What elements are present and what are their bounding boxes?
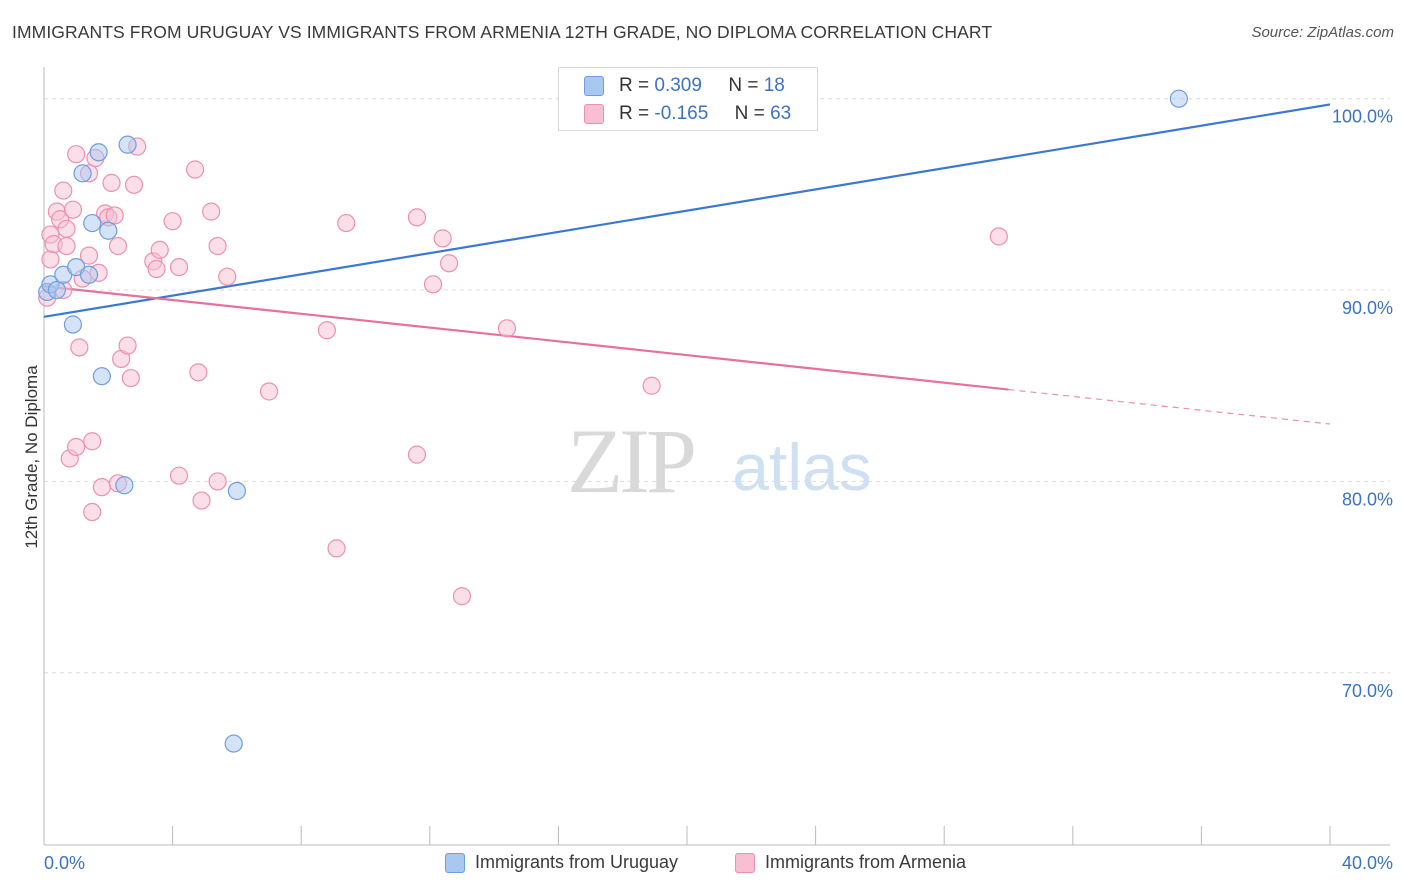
armenia-point xyxy=(423,275,443,294)
armenia-point xyxy=(79,246,99,265)
armenia-point xyxy=(83,502,102,522)
armenia-point xyxy=(317,321,337,340)
axes xyxy=(43,67,1390,846)
uruguay-point xyxy=(47,280,66,300)
legend-item-uruguay[interactable]: Immigrants from Uruguay xyxy=(445,852,678,873)
armenia-point xyxy=(108,236,128,256)
uruguay-point xyxy=(83,213,102,233)
armenia-point xyxy=(63,200,83,219)
chart-title: IMMIGRANTS FROM URUGUAY VS IMMIGRANTS FR… xyxy=(12,22,993,42)
watermark: ZIP atlas xyxy=(567,410,872,512)
armenia-point xyxy=(54,181,73,200)
armenia-point xyxy=(118,336,137,355)
armenia-point xyxy=(147,259,166,279)
legend-label-armenia: Immigrants from Armenia xyxy=(765,852,967,872)
armenia-point xyxy=(642,376,661,395)
uruguay-point xyxy=(79,265,99,284)
armenia-point xyxy=(208,236,227,256)
uruguay-point xyxy=(118,135,137,154)
uruguay-point xyxy=(224,734,243,753)
armenia-point xyxy=(327,539,346,558)
x-tick-label: 0.0% xyxy=(44,853,85,873)
uruguay-point xyxy=(99,221,118,240)
armenia-point xyxy=(67,437,86,457)
armenia-point xyxy=(70,338,89,357)
trend-lines xyxy=(43,103,1331,425)
armenia-point xyxy=(407,208,427,227)
uruguay-point xyxy=(227,481,246,501)
watermark-atlas: atlas xyxy=(732,430,871,504)
y-tick-labels: 70.0% 80.0% 90.0% 100.0% xyxy=(1332,107,1393,701)
y-tick-label: 100.0% xyxy=(1332,107,1393,127)
n-value: 18 xyxy=(763,75,785,96)
armenia-trend-line-extension xyxy=(1008,388,1331,425)
armenia-point xyxy=(186,160,205,179)
n-label: N = xyxy=(728,75,759,96)
armenia-point xyxy=(150,240,169,259)
legend-item-armenia[interactable]: Immigrants from Armenia xyxy=(735,852,966,873)
armenia-point xyxy=(433,229,452,248)
armenia-point xyxy=(67,145,86,164)
uruguay-point xyxy=(73,164,92,183)
armenia-point xyxy=(439,254,459,273)
armenia-point xyxy=(92,478,111,497)
armenia-point xyxy=(189,363,208,382)
y-axis-label: 12th Grade, No Diploma xyxy=(22,365,41,549)
uruguay-point xyxy=(1169,89,1188,108)
uruguay-point xyxy=(92,367,111,386)
armenia-point xyxy=(57,236,76,256)
armenia-point xyxy=(169,257,189,277)
uruguay-trend-line xyxy=(43,103,1331,318)
r-label: R = xyxy=(619,103,650,124)
armenia-point xyxy=(83,432,102,451)
armenia-point xyxy=(208,472,227,491)
armenia-point xyxy=(163,212,182,231)
r-label: R = xyxy=(619,75,650,96)
armenia-point xyxy=(57,219,76,238)
grid-lines xyxy=(44,98,1390,674)
source-label: Source: ZipAtlas.com xyxy=(1251,24,1394,41)
armenia-point xyxy=(169,466,189,485)
armenia-point xyxy=(407,445,427,464)
armenia-point xyxy=(989,227,1008,246)
y-tick-label: 90.0% xyxy=(1342,298,1393,318)
r-value: -0.165 xyxy=(654,103,709,124)
uruguay-point xyxy=(89,143,108,162)
stats-legend: R = 0.309 N = 18 R = -0.165 N = 63 xyxy=(558,67,818,131)
armenia-point xyxy=(452,587,472,606)
data-points xyxy=(38,89,1188,753)
armenia-trend-line xyxy=(43,285,1009,391)
armenia-point xyxy=(124,175,144,194)
armenia-legend-swatch xyxy=(735,852,755,873)
x-tick-labels: 0.0% 40.0% xyxy=(44,853,1393,873)
armenia-point xyxy=(121,368,140,388)
armenia-point xyxy=(202,202,221,221)
armenia-point xyxy=(102,173,121,193)
armenia-point xyxy=(497,319,517,338)
uruguay-point xyxy=(63,315,83,334)
armenia-point xyxy=(192,491,211,510)
armenia-point xyxy=(105,206,124,225)
legend-label-uruguay: Immigrants from Uruguay xyxy=(475,852,679,872)
armenia-point xyxy=(218,267,237,286)
y-tick-label: 70.0% xyxy=(1342,681,1393,701)
uruguay-point xyxy=(115,476,134,495)
uruguay-swatch xyxy=(584,76,604,96)
armenia-point xyxy=(41,250,60,269)
watermark-zip: ZIP xyxy=(567,410,694,512)
armenia-point xyxy=(337,213,356,233)
armenia-swatch xyxy=(584,104,604,124)
n-label: N = xyxy=(734,103,765,124)
uruguay-legend-swatch xyxy=(445,852,465,873)
armenia-point xyxy=(259,382,279,401)
y-tick-label: 80.0% xyxy=(1342,489,1393,509)
series-legend: Immigrants from Uruguay Immigrants from … xyxy=(0,852,1406,878)
r-value: 0.309 xyxy=(654,75,702,96)
x-tick-label: 40.0% xyxy=(1342,853,1393,873)
n-value: 63 xyxy=(770,103,792,124)
